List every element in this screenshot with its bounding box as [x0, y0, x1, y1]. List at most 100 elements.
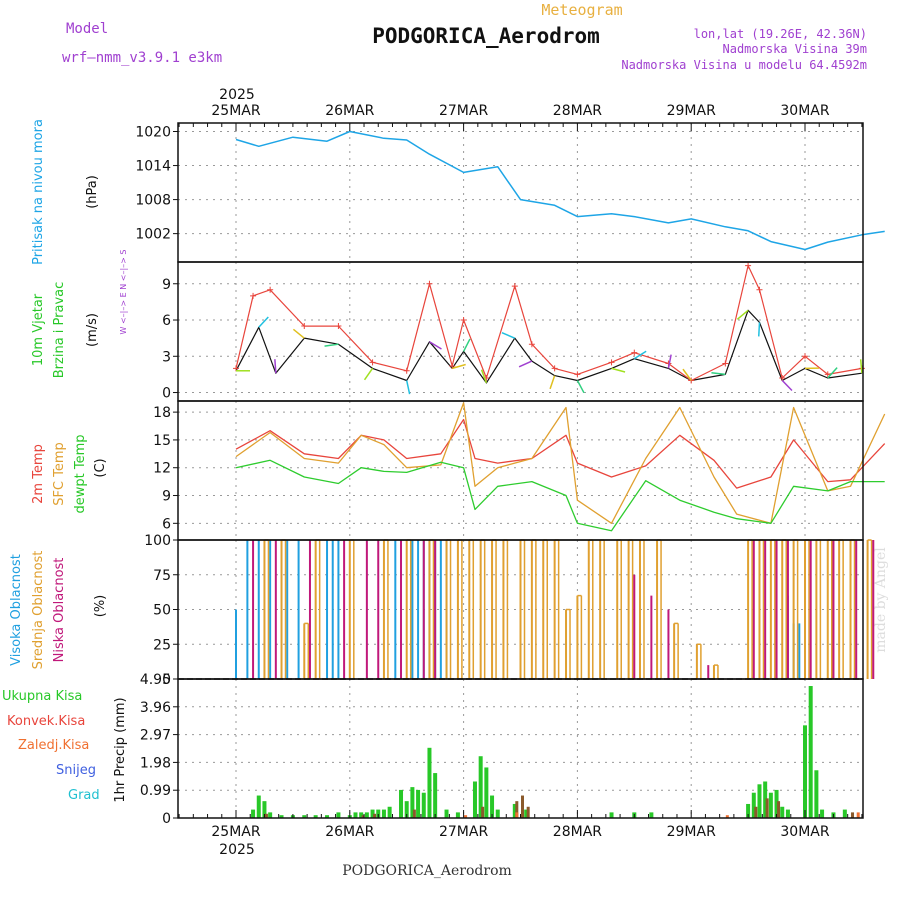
precip-convective-bar	[481, 806, 485, 818]
wind-direction-arrow	[781, 379, 793, 392]
wind-direction-arrow	[363, 367, 374, 381]
precip-total-bar	[484, 767, 489, 818]
precip-total-bar	[820, 809, 825, 818]
y-tick-label: 0	[162, 672, 171, 688]
wind-direction-arrow	[462, 338, 471, 352]
precip-total-bar	[302, 815, 307, 818]
y-tick-label: 18	[153, 405, 171, 421]
wind-gust-marker	[608, 359, 615, 366]
date-label-top: 29MAR	[667, 103, 716, 119]
wind-gust-marker	[403, 367, 410, 374]
wind-direction-arrow	[682, 368, 692, 381]
wind-gust-marker	[426, 280, 433, 287]
wind-gust-marker	[460, 317, 467, 324]
model-name: wrf–nmm_v3.9.1 e3km	[62, 50, 222, 66]
legend-snow: Snijeg	[56, 763, 96, 778]
precip-total-bar	[427, 747, 432, 818]
legend-freezing-rain: Zaledj.Kisa	[18, 738, 89, 753]
wind-direction-arrow	[518, 360, 533, 368]
wind-direction-arrow	[324, 343, 339, 347]
panel-frame-2	[177, 400, 864, 541]
wind-direction-arrow	[859, 359, 863, 374]
lonlat-text: lon,lat (19.26E, 42.36N)	[694, 27, 867, 41]
wind-direction-arrow	[292, 328, 305, 339]
wind-gust-marker	[301, 323, 308, 330]
cloud-high-title: Visoka Oblacnost	[9, 554, 24, 666]
wind-gust-marker	[369, 359, 376, 366]
precip-total-bar	[404, 801, 409, 818]
y-tick-label: 1008	[135, 193, 171, 209]
y-tick-label: 1002	[135, 227, 171, 243]
precip-total-bar	[455, 812, 460, 818]
pressure-line	[235, 130, 885, 251]
precip-total-bar	[410, 787, 415, 818]
model-label: Model	[66, 21, 108, 37]
precip-total-bar	[325, 815, 330, 818]
wind-speed-line	[235, 309, 862, 384]
wind-gust-marker	[722, 360, 729, 367]
precip-convective-bar	[765, 798, 769, 818]
year-bottom: 2025	[219, 842, 255, 858]
dewpt-title: dewpt Temp	[73, 434, 88, 513]
precip-convective-bar	[373, 813, 377, 818]
sfc-title: SFC Temp	[52, 442, 67, 506]
date-label-bottom: 28MAR	[553, 824, 602, 840]
date-label-top: 25MAR	[211, 103, 260, 119]
precip-total-bar	[649, 812, 654, 818]
temp-unit: (C)	[93, 458, 108, 477]
wind-gust-marker	[756, 286, 763, 293]
precip-total-bar	[416, 789, 421, 818]
wind-title-line2: Brzina i Pravac	[52, 282, 67, 379]
precip-convective-bar	[851, 812, 855, 818]
legend-convective-rain: Konvek.Kisa	[7, 714, 85, 729]
precip-total-bar	[763, 781, 768, 818]
wind-gust-marker	[511, 283, 518, 290]
wind-gust-marker	[528, 341, 535, 348]
wind-direction-arrow	[633, 350, 647, 360]
precip-total-bar	[399, 789, 404, 818]
wind-gust-marker	[574, 371, 581, 378]
precip-total-bar	[387, 806, 392, 818]
pressure-unit: (hPa)	[85, 175, 100, 209]
precip-total-bar	[381, 809, 386, 818]
wind-direction-arrow	[405, 380, 411, 395]
y-tick-label: 100	[144, 533, 171, 549]
y-tick-label: 0.99	[140, 783, 171, 799]
y-tick-label: 50	[153, 603, 171, 619]
wind-direction-arrow	[736, 309, 749, 320]
precip-total-bar	[376, 809, 381, 818]
wind-direction-arrow	[576, 380, 585, 394]
precip-freezing-bar	[464, 815, 468, 818]
precip-total-bar	[512, 803, 517, 818]
precip-total-bar	[433, 773, 438, 818]
precip-total-bar	[842, 809, 847, 818]
date-label-bottom: 29MAR	[667, 824, 716, 840]
precip-total-bar	[490, 795, 495, 818]
panel-frame-1	[177, 261, 864, 402]
y-tick-label: 9	[162, 489, 171, 505]
precip-freezing-bar	[725, 815, 729, 818]
y-tick-label: 9	[162, 277, 171, 293]
precip-total-bar	[262, 801, 267, 818]
legend-hail: Grad	[68, 788, 100, 803]
wind-direction-arrow	[429, 341, 442, 350]
sfc-temp-line	[235, 402, 886, 524]
precip-total-bar	[313, 815, 318, 818]
wind-gust-marker	[745, 262, 752, 269]
precip-total-bar	[472, 781, 477, 818]
precip-total-bar	[774, 789, 779, 818]
precip-total-bar	[746, 803, 751, 818]
wind-unit: (m/s)	[85, 313, 100, 347]
year-top: 2025	[219, 87, 255, 103]
model-altitude-text: Nadmorska Visina u modelu 64.4592m	[621, 58, 867, 72]
compass-label: W <–|–> E N <–|–> S	[119, 250, 128, 335]
y-tick-label: 1020	[135, 125, 171, 141]
precip-convective-bar	[777, 801, 781, 818]
wind-direction-arrow	[667, 354, 672, 369]
temp2m-title: 2m Temp	[31, 444, 46, 504]
precip-total-bar	[814, 770, 819, 818]
cloud-mid-title: Srednja Oblacnost	[31, 551, 46, 670]
date-label-top: 28MAR	[553, 103, 602, 119]
wind-gust-marker	[551, 365, 558, 372]
wind-direction-arrow	[827, 367, 838, 379]
